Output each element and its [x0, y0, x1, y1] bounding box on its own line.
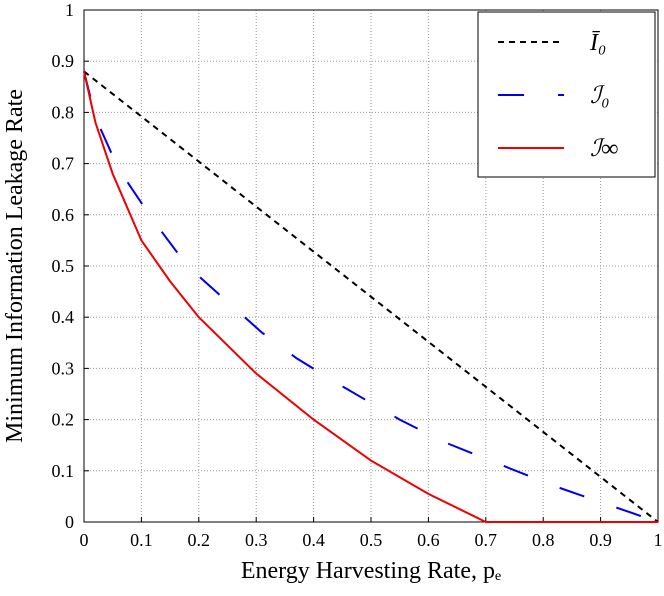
x-tick-label: 0.3 — [245, 530, 268, 550]
legend-label: ℐ₀ — [590, 83, 610, 109]
x-tick-label: 0.5 — [360, 530, 383, 550]
x-tick-label: 0.8 — [532, 530, 555, 550]
plot-frame — [83, 9, 659, 523]
y-tick-label: 0.1 — [52, 461, 75, 481]
y-tick-label: 0.3 — [52, 358, 75, 378]
x-tick-label: 0.7 — [475, 530, 498, 550]
y-tick-label: 0.4 — [52, 307, 75, 327]
x-tick-label: 1 — [654, 530, 663, 550]
y-tick-label: 0.9 — [52, 51, 75, 71]
x-tick-label: 0.9 — [589, 530, 612, 550]
series-line — [83, 71, 658, 523]
x-tick-label: 0.4 — [302, 530, 325, 550]
y-tick-label: 0.7 — [52, 154, 75, 174]
y-tick-label: 0.8 — [52, 102, 75, 122]
y-tick-label: 0.2 — [52, 410, 75, 430]
legend-label: Ī₀ — [589, 30, 606, 56]
x-axis-label: Energy Harvesting Rate, pₑ — [241, 558, 501, 584]
series-line — [83, 70, 659, 523]
x-tick-label: 0.1 — [130, 530, 153, 550]
x-tick-label: 0.2 — [188, 530, 211, 550]
y-tick-label: 0.5 — [52, 256, 75, 276]
y-tick-label: 1 — [65, 0, 74, 20]
y-axis-label: Minimum Information Leakage Rate — [2, 89, 28, 443]
y-tick-label: 0.6 — [52, 205, 75, 225]
x-tick-label: 0.6 — [417, 530, 440, 550]
y-tick-label: 0 — [65, 512, 74, 532]
legend-label: ℐ∞ — [590, 136, 618, 162]
series-line — [83, 71, 659, 523]
x-tick-label: 0 — [80, 530, 89, 550]
